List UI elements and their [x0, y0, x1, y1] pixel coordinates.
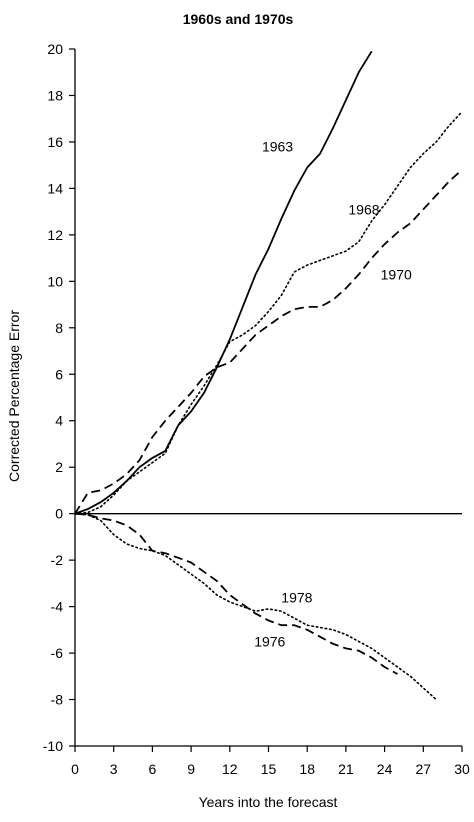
y-tick-label: -10: [43, 738, 63, 754]
x-tick-label: 15: [261, 761, 277, 777]
x-tick-label: 18: [299, 761, 315, 777]
y-tick-label: 14: [47, 180, 63, 196]
x-tick-label: 3: [110, 761, 118, 777]
series-line-1970: [74, 169, 463, 515]
series-label-1970: 1970: [381, 266, 412, 282]
series-line-1963: [74, 50, 373, 515]
x-tick-label: 24: [377, 761, 393, 777]
x-tick-label: 0: [71, 761, 79, 777]
y-tick-label: 0: [55, 506, 63, 522]
series-line-1976: [74, 512, 398, 675]
x-tick-label: 12: [222, 761, 238, 777]
y-axis: -10 -8 -6 -4 -2 0 2 4 6 8 10 12 14 16 18 20: [43, 41, 76, 754]
y-tick-label: 6: [55, 366, 63, 382]
y-tick-label: 16: [47, 134, 63, 150]
y-tick-label: 20: [47, 41, 63, 57]
x-tick-label: 6: [149, 761, 157, 777]
y-tick-label: 12: [47, 227, 63, 243]
y-tick-label: -6: [51, 645, 64, 661]
y-tick-label: -8: [51, 692, 64, 708]
series-label-1976: 1976: [254, 633, 285, 649]
series-label-1968: 1968: [348, 201, 379, 217]
series-line-1968: [74, 110, 463, 515]
series-lines: [74, 50, 463, 701]
y-tick-label: 2: [55, 459, 63, 475]
y-tick-label: 18: [47, 87, 63, 103]
x-axis: 0 3 6 9 12 15 18 21 24 27 30: [71, 745, 470, 777]
y-tick-label: 10: [47, 273, 63, 289]
series-label-1978: 1978: [281, 589, 312, 605]
series-label-1963: 1963: [262, 139, 293, 155]
y-tick-label: -2: [51, 552, 64, 568]
series-line-1978: [74, 512, 437, 701]
y-axis-label: Corrected Percentage Error: [6, 310, 22, 482]
x-tick-label: 9: [187, 761, 195, 777]
y-tick-label: 8: [55, 320, 63, 336]
chart-title: 1960s and 1970s: [183, 11, 294, 27]
y-tick-label: 4: [55, 413, 63, 429]
x-tick-label: 27: [416, 761, 432, 777]
x-axis-label: Years into the forecast: [199, 794, 338, 810]
x-tick-label: 30: [454, 761, 470, 777]
x-tick-label: 21: [338, 761, 354, 777]
y-tick-label: -4: [51, 599, 64, 615]
series-labels: 1963 1968 1970 1976 1978: [254, 139, 412, 650]
